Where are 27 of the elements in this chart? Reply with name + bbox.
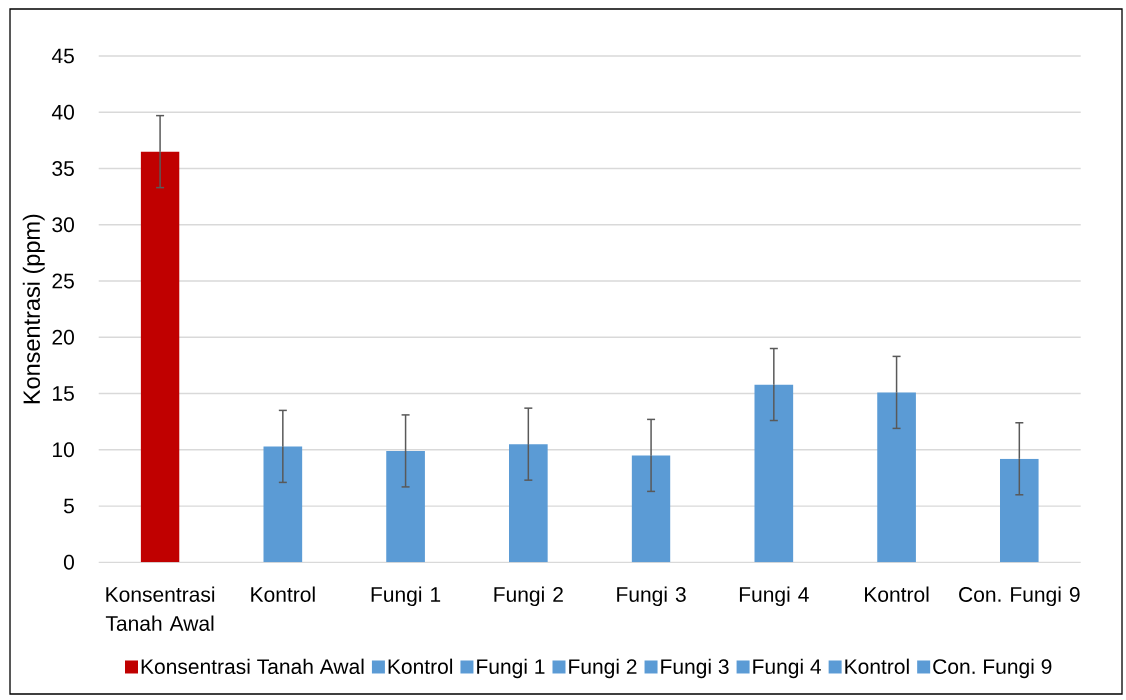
y-tick-label: 20 [52,329,74,345]
x-tick-label: Kontrol [865,586,929,602]
y-tick-label: 35 [52,161,74,176]
x-tick-label: Fungi 3 [617,586,686,607]
x-tick-label: Fungi 1 [371,586,441,607]
x-tick-label: Fungi 2 [494,586,563,607]
y-tick-label: 5 [63,498,74,514]
legend-label: Fungi 1 [477,658,545,679]
y-tick-label: 45 [51,48,74,64]
y-axis-title: Konsentrasi (ppm) [22,214,45,404]
legend-label: Kontrol [845,658,909,675]
legend-label: Fungi 4 [753,658,821,679]
x-tick-label: Kontrol [251,586,315,602]
x-tick-label: Fungi 4 [739,586,809,607]
y-tick-label: 15 [53,386,74,401]
x-tick-label: Konsentrasi Tanah Awal [105,586,215,631]
y-tick-label: 40 [51,104,74,120]
legend-label: Fungi 3 [661,658,729,679]
legend-label: Konsentrasi Tanah Awal [141,658,364,675]
legend-label: Fungi 2 [569,658,637,679]
y-tick-label: 30 [52,217,74,233]
legend-label: Kontrol [388,658,453,675]
y-tick-label: 0 [63,554,74,570]
x-tick-label: Con. Fungi 9 [959,586,1080,607]
y-tick-label: 25 [52,273,74,289]
y-tick-label: 10 [53,442,74,458]
legend-label: Con. Fungi 9 [933,658,1052,679]
